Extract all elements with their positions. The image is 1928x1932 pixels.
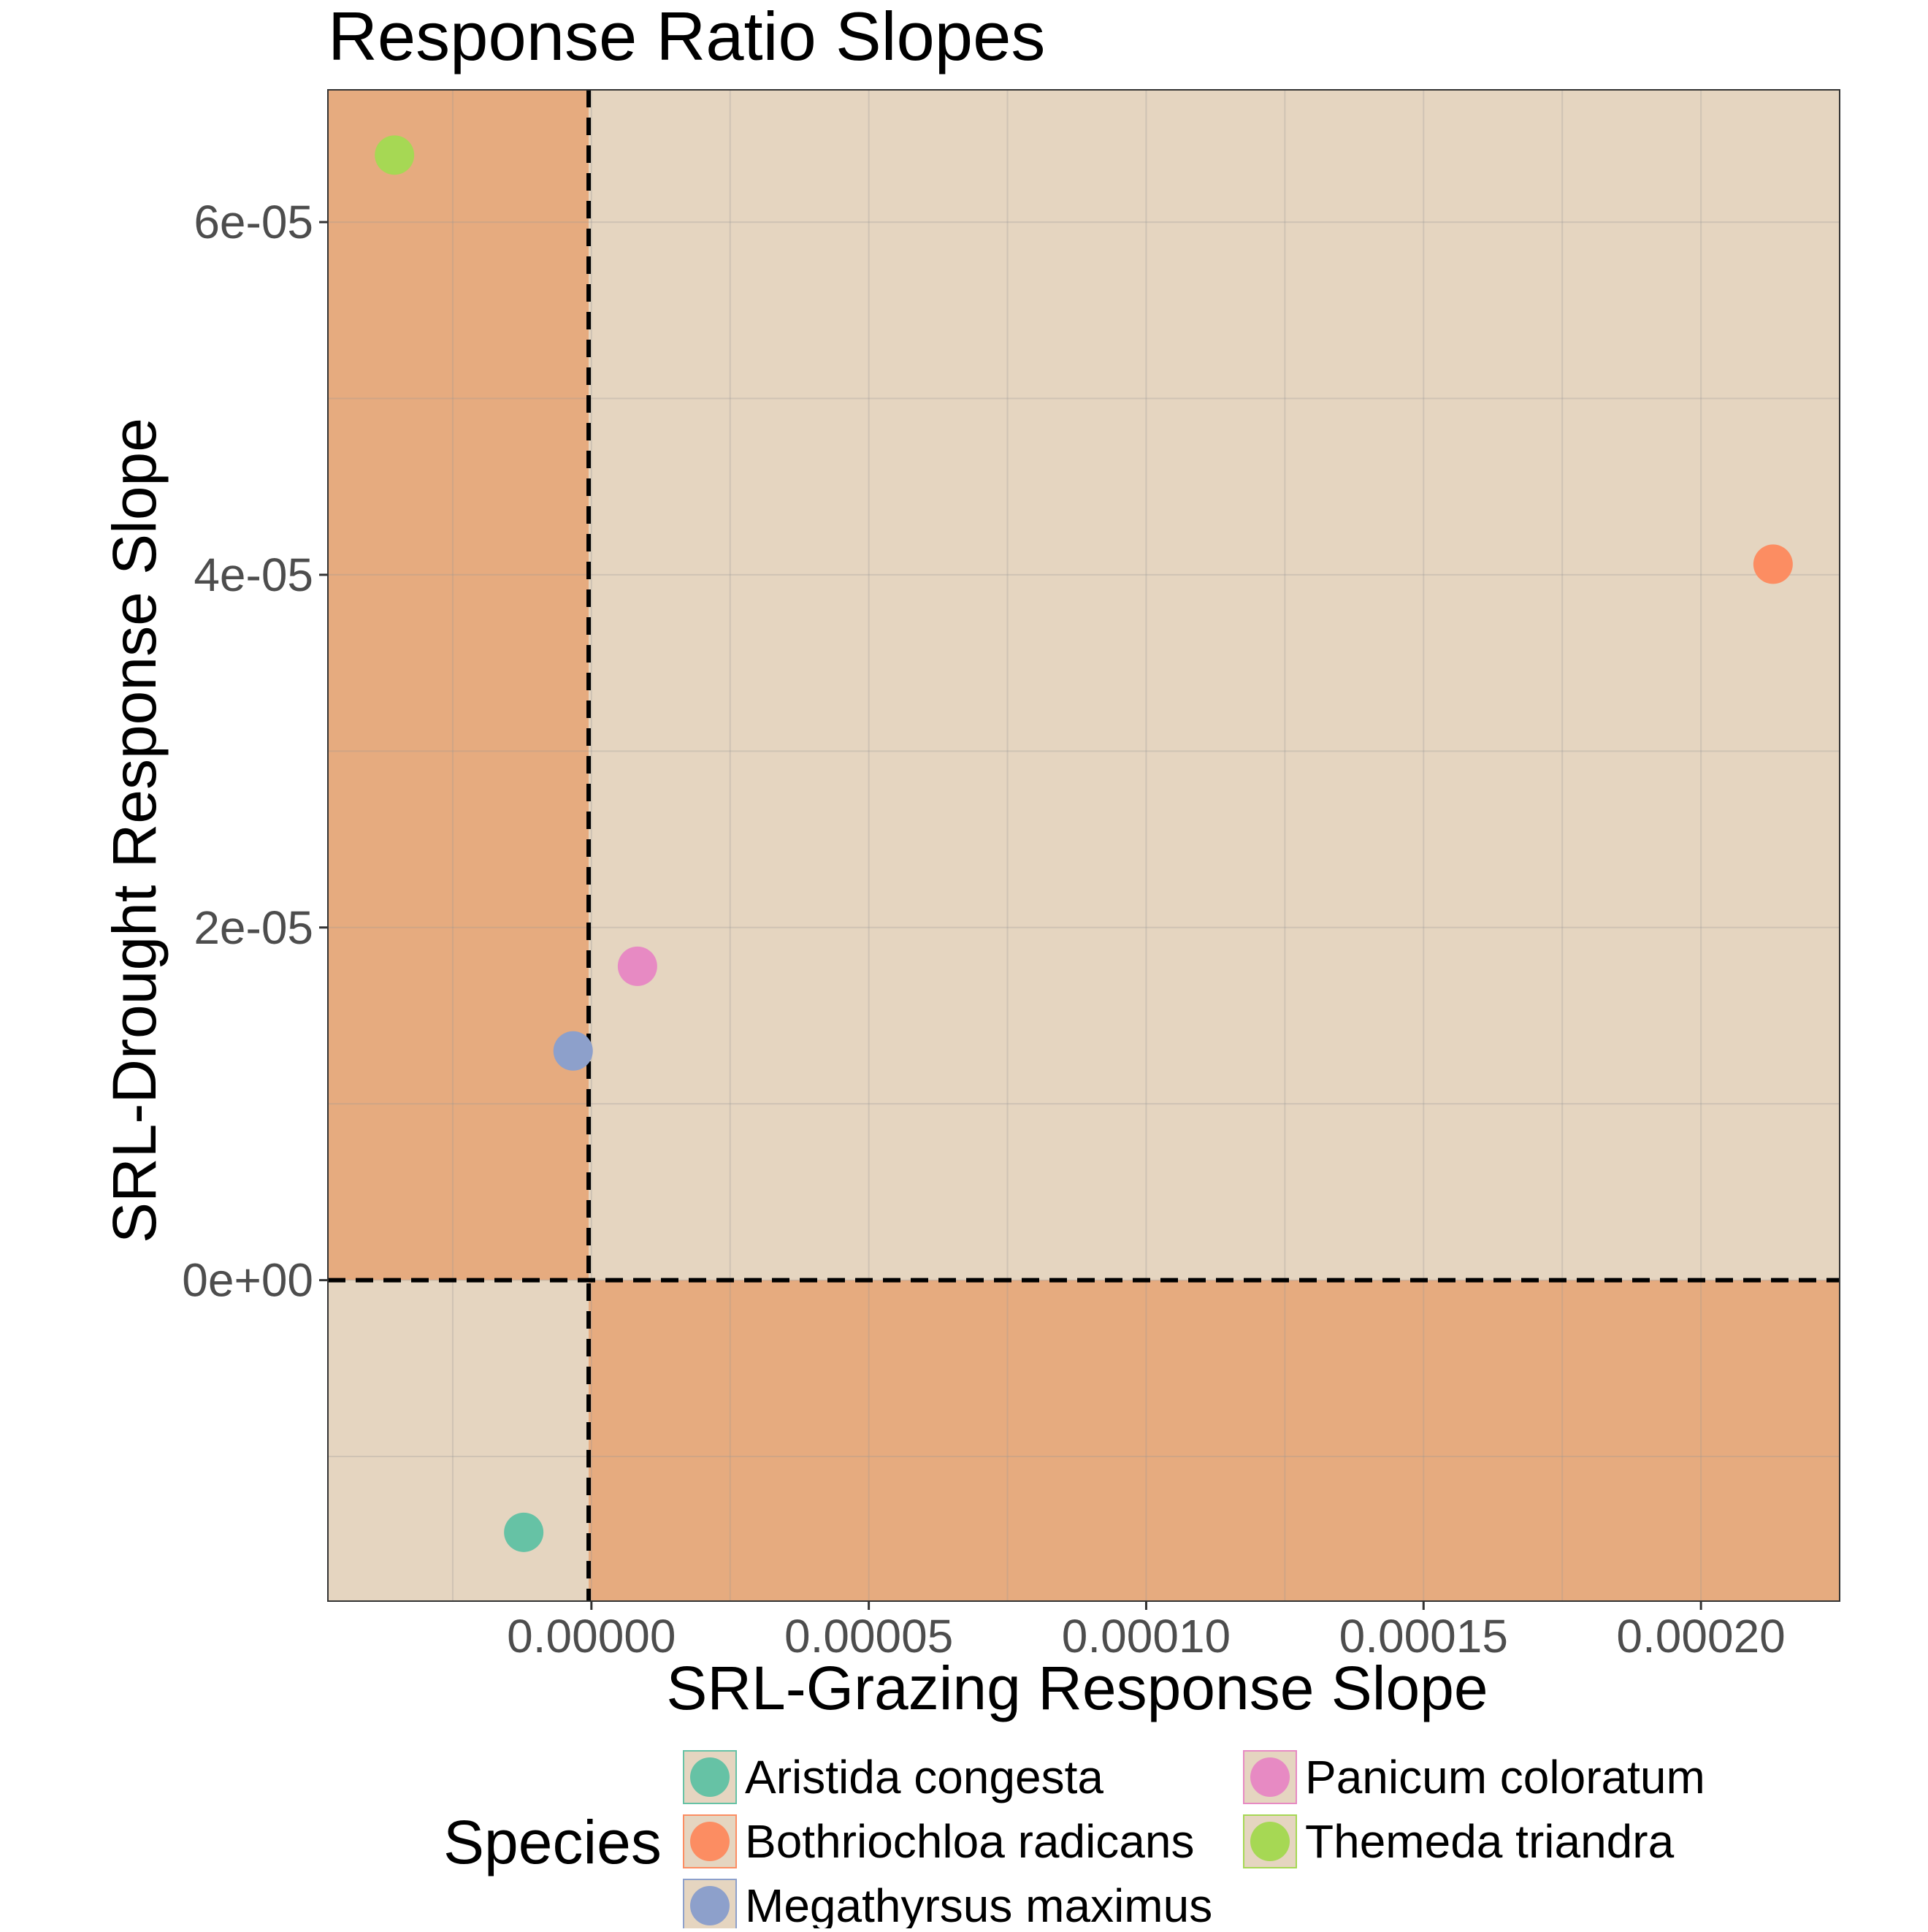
y-tick-label: 0e+00 (182, 1254, 313, 1307)
legend-label: Megathyrsus maximus (745, 1879, 1212, 1928)
x-tick-label: 0.00020 (1616, 1610, 1785, 1662)
data-point (553, 1031, 593, 1071)
legend-swatch (1250, 1757, 1290, 1797)
quadrant-bottom-right (589, 1280, 1840, 1601)
data-point (504, 1512, 544, 1552)
data-point (1753, 544, 1793, 584)
data-point (617, 946, 657, 986)
legend-swatch (690, 1757, 730, 1797)
chart-title: Response Ratio Slopes (328, 0, 1045, 75)
legend-label: Aristida congesta (745, 1751, 1103, 1803)
legend-label: Themeda triandra (1305, 1815, 1675, 1868)
legend-label: Bothriochloa radicans (745, 1815, 1194, 1868)
y-tick-label: 2e-05 (194, 901, 313, 954)
data-point (375, 135, 415, 175)
y-axis-label: SRL-Drought Response Slope (100, 418, 169, 1243)
x-axis-label: SRL-Grazing Response Slope (666, 1654, 1488, 1722)
y-tick-label: 4e-05 (194, 549, 313, 601)
x-tick-label: 0.00000 (507, 1610, 676, 1662)
quadrant-top-left (328, 90, 589, 1280)
x-tick-label: 0.00015 (1339, 1610, 1508, 1662)
panel-border (327, 89, 1840, 1602)
y-tick-label: 6e-05 (194, 196, 313, 248)
x-tick-label: 0.00010 (1062, 1610, 1231, 1662)
legend-swatch (1250, 1822, 1290, 1861)
legend-swatch (690, 1886, 730, 1925)
x-tick-label: 0.00005 (784, 1610, 953, 1662)
quadrant-top-right (589, 90, 1840, 1280)
legend-swatch (690, 1822, 730, 1861)
legend-label: Panicum coloratum (1305, 1751, 1705, 1803)
legend: Species Aristida congesta Bothriochloa ra… (443, 1750, 1705, 1932)
quadrant-bottom-left (328, 1280, 589, 1601)
legend-title: Species (443, 1808, 662, 1876)
plot-area: 0.00000 0.00005 0.00010 0.00015 0.00020 0e+00… (182, 89, 1840, 1662)
